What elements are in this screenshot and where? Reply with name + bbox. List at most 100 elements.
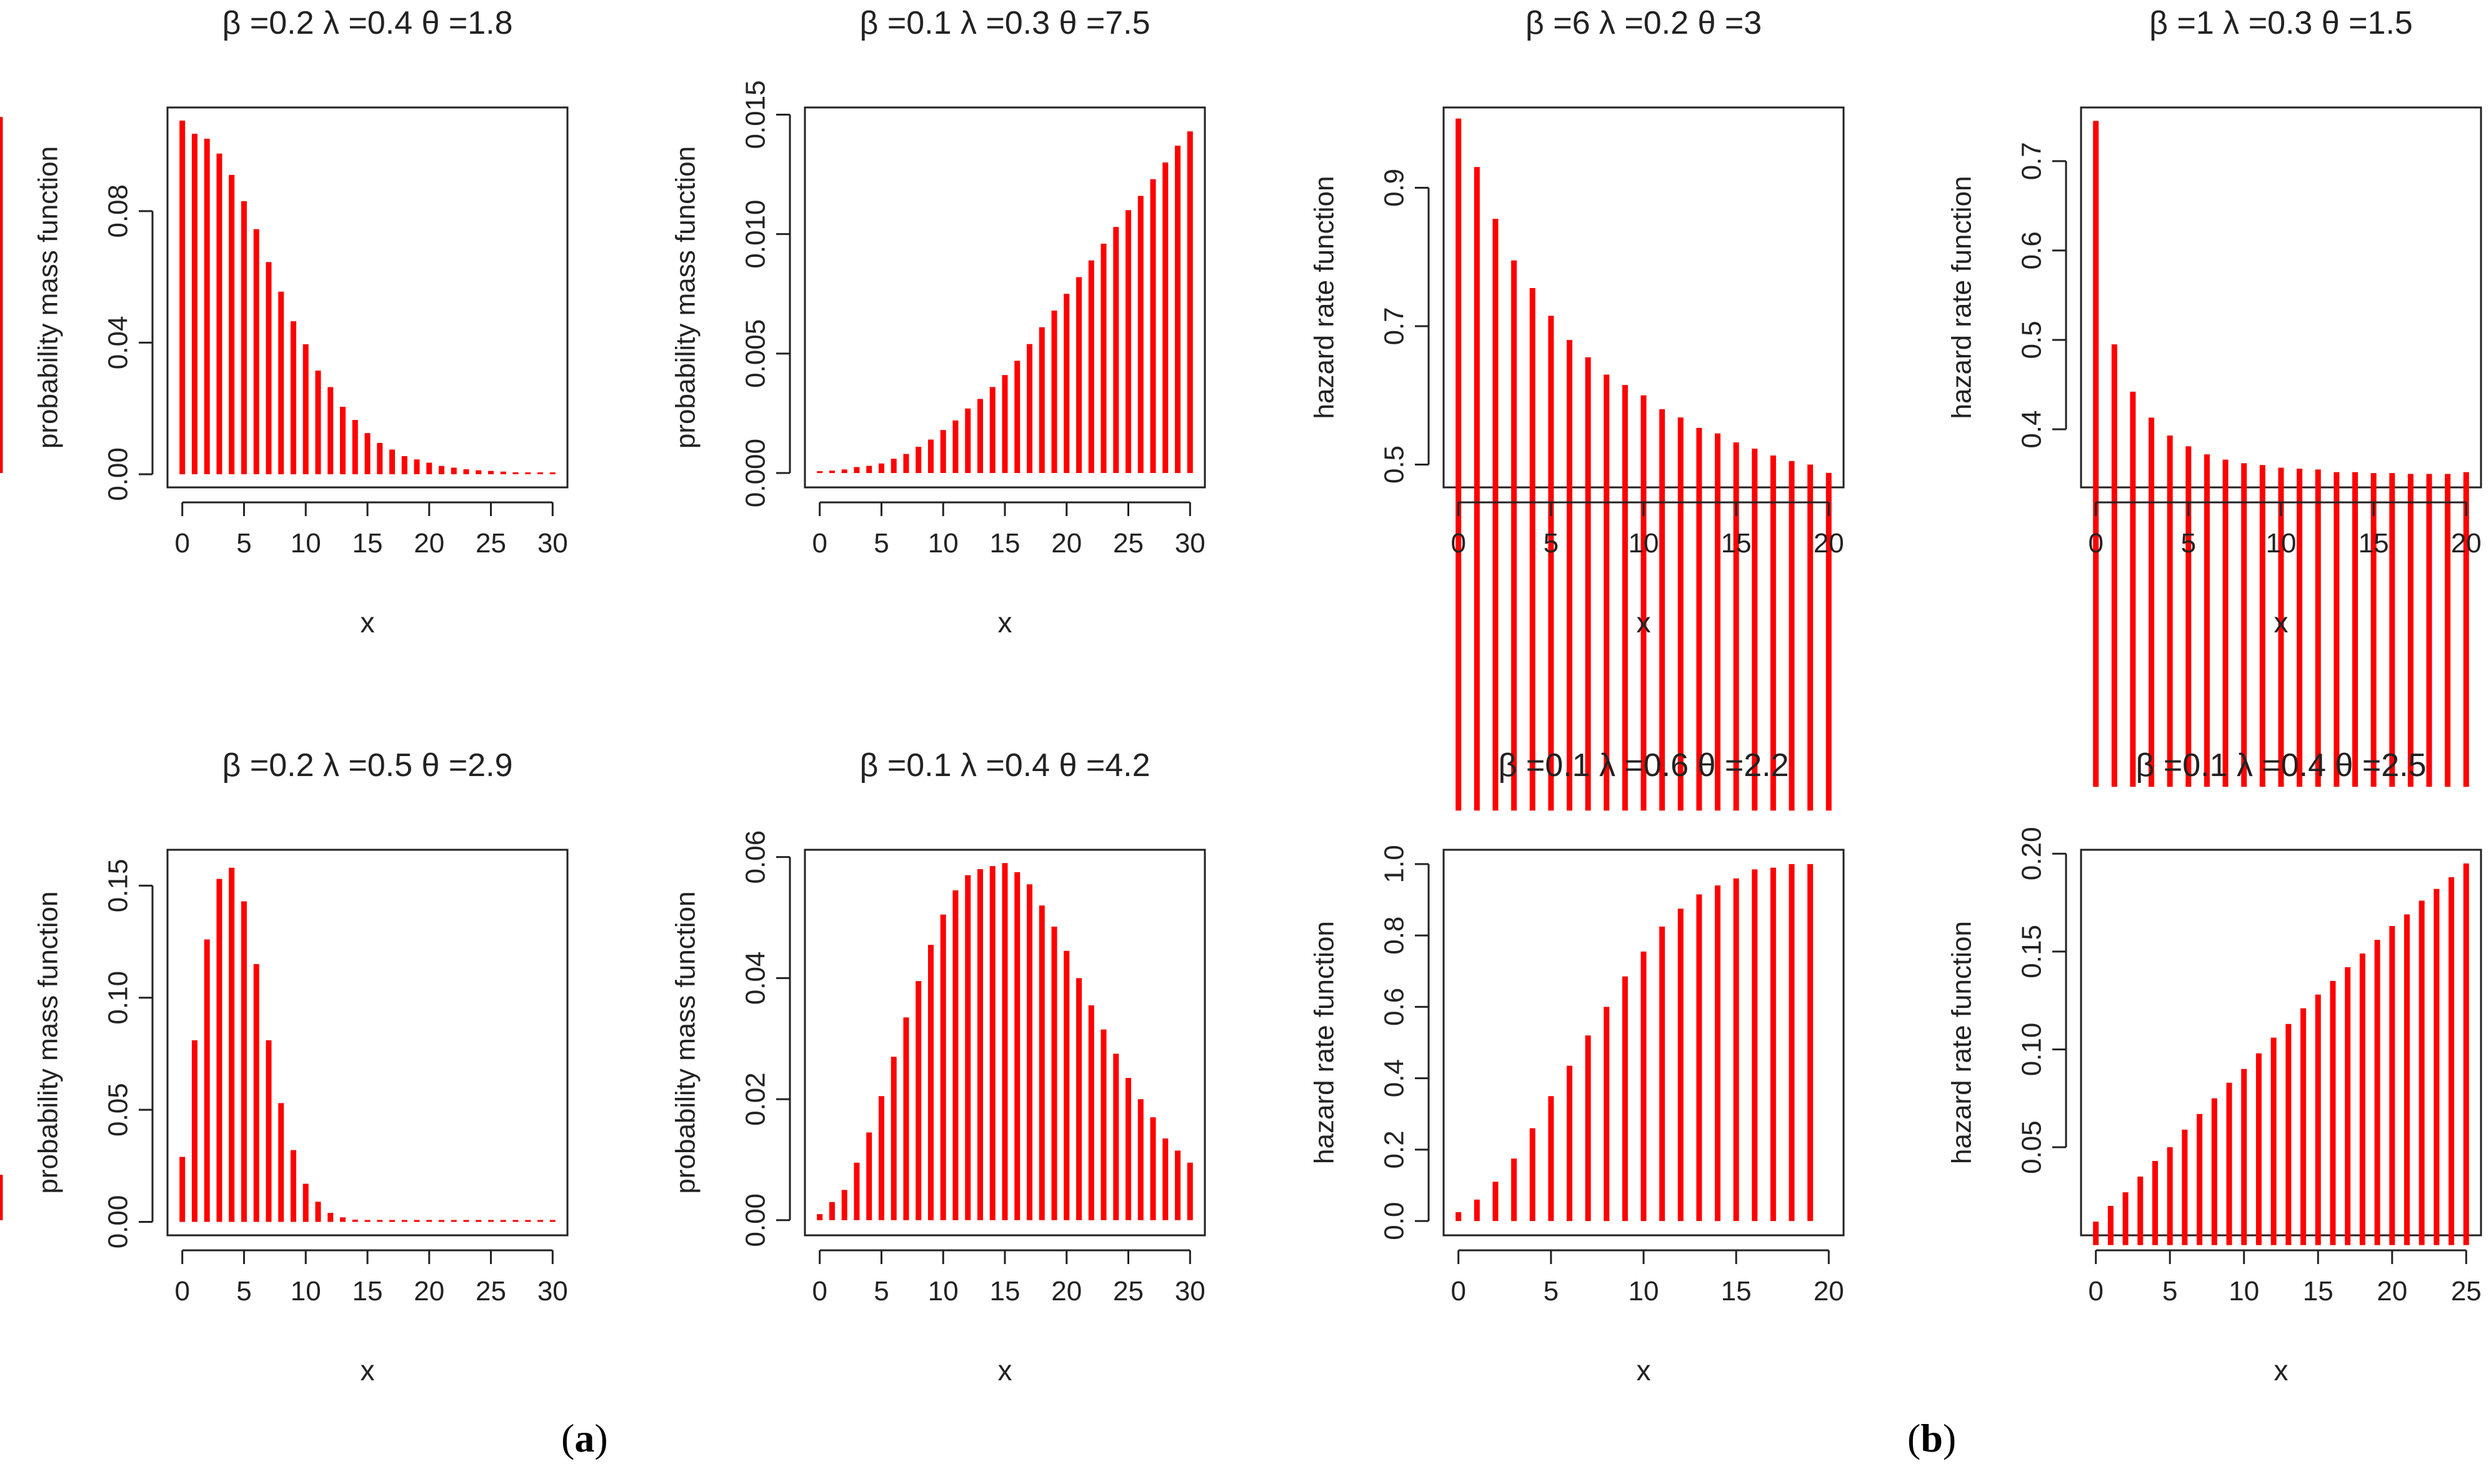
x-tick-label: 5 bbox=[236, 528, 251, 559]
y-tick-label: 0.10 bbox=[2017, 1023, 2047, 1077]
y-tick-label: 0.4 bbox=[1379, 1059, 1410, 1097]
chart-title: β =6 λ =0.2 θ =3 bbox=[1525, 5, 1762, 41]
x-tick-label: 0 bbox=[174, 1276, 189, 1307]
y-tick-label: 0.5 bbox=[1379, 446, 1410, 484]
x-tick-label: 20 bbox=[1051, 1276, 1082, 1307]
x-tick-label: 0 bbox=[1450, 528, 1465, 559]
chart-panel-7: β =0.1 λ =0.6 θ =2.2 0 5 10 15 20 x 0.0 0.2 0.4 0.… bbox=[1309, 747, 1845, 1387]
y-tick-label: 0.010 bbox=[741, 200, 771, 269]
x-tick-label: 10 bbox=[2229, 1276, 2259, 1307]
plot-frame bbox=[804, 106, 1206, 489]
x-tick-label: 15 bbox=[352, 528, 383, 559]
y-tick-label: 0.000 bbox=[741, 439, 771, 507]
chart-panel-2: β =0.1 λ =0.3 θ =7.5 0 5 10 15 20 25 30 x 0.000 0.… bbox=[0, 5, 1206, 639]
y-tick-label: 0.5 bbox=[2017, 321, 2047, 359]
chart-title: β =0.1 λ =0.6 θ =2.2 bbox=[1498, 747, 1789, 784]
x-axis-label: x bbox=[2274, 606, 2289, 639]
x-tick-label: 15 bbox=[1721, 528, 1752, 559]
chart-panel-8: β =0.1 λ =0.4 θ =2.5 0 5 10 15 20 25 x 0.05 0.10 0… bbox=[1947, 747, 2482, 1387]
x-tick-label: 10 bbox=[928, 1276, 959, 1307]
x-tick-label: 0 bbox=[812, 1276, 827, 1307]
x-tick-label: 10 bbox=[2266, 528, 2297, 559]
x-tick-label: 15 bbox=[2303, 1276, 2334, 1307]
x-tick-label: 10 bbox=[1629, 1276, 1659, 1307]
x-tick-label: 20 bbox=[2451, 528, 2482, 559]
x-tick-label: 10 bbox=[291, 1276, 321, 1307]
x-tick-label: 5 bbox=[2181, 528, 2196, 559]
x-tick-label: 15 bbox=[990, 528, 1021, 559]
y-axis-label: probability mass function bbox=[33, 146, 64, 449]
x-axis-label: x bbox=[998, 606, 1012, 639]
chart-title: β =0.2 λ =0.4 θ =1.8 bbox=[222, 5, 512, 41]
x-axis-label: x bbox=[1637, 606, 1651, 639]
y-tick-label: 0.04 bbox=[741, 952, 771, 1005]
y-axis-label: hazard rate function bbox=[1309, 921, 1340, 1164]
chart-title: β =0.2 λ =0.5 θ =2.9 bbox=[222, 747, 512, 784]
x-tick-label: 0 bbox=[174, 528, 189, 559]
chart-title: β =0.1 λ =0.4 θ =2.5 bbox=[2135, 747, 2426, 784]
x-axis-label: x bbox=[361, 606, 375, 639]
x-tick-label: 15 bbox=[1721, 1276, 1752, 1307]
y-tick-label: 0.6 bbox=[1379, 988, 1410, 1026]
x-tick-label: 10 bbox=[291, 528, 321, 559]
y-axis-label: probability mass function bbox=[671, 146, 701, 449]
x-tick-label: 20 bbox=[414, 528, 444, 559]
y-tick-label: 0.7 bbox=[1379, 307, 1410, 345]
y-tick-label: 0.20 bbox=[2017, 827, 2047, 880]
x-tick-label: 20 bbox=[1051, 528, 1082, 559]
y-axis-label: hazard rate function bbox=[1309, 176, 1340, 419]
plot-frame bbox=[166, 106, 569, 489]
x-tick-label: 20 bbox=[1814, 1276, 1844, 1307]
y-tick-label: 0.0 bbox=[1379, 1202, 1410, 1240]
x-tick-label: 20 bbox=[1814, 528, 1844, 559]
x-tick-label: 30 bbox=[537, 1276, 568, 1307]
x-tick-label: 25 bbox=[2451, 1276, 2482, 1307]
x-tick-label: 5 bbox=[236, 1276, 251, 1307]
y-tick-label: 0.15 bbox=[103, 859, 134, 913]
y-tick-label: 0.6 bbox=[2017, 231, 2047, 269]
x-axis-label: x bbox=[1637, 1354, 1651, 1387]
y-tick-label: 0.05 bbox=[103, 1083, 134, 1137]
y-tick-label: 0.05 bbox=[2017, 1120, 2047, 1174]
x-tick-label: 15 bbox=[352, 1276, 383, 1307]
x-tick-label: 5 bbox=[874, 528, 889, 559]
y-axis-label: hazard rate function bbox=[1947, 921, 1977, 1164]
x-tick-label: 0 bbox=[1450, 1276, 1465, 1307]
y-axis-label: probability mass function bbox=[671, 891, 701, 1193]
x-tick-label: 5 bbox=[2162, 1276, 2177, 1307]
chart-panel-1: β =0.2 λ =0.4 θ =1.8 0 5 10 15 20 25 30 x 0.00 0.0… bbox=[33, 5, 569, 639]
chart-title: β =1 λ =0.3 θ =1.5 bbox=[2149, 5, 2413, 41]
plot-frame bbox=[166, 849, 569, 1237]
x-tick-label: 10 bbox=[1629, 528, 1659, 559]
x-tick-label: 20 bbox=[414, 1276, 444, 1307]
y-tick-label: 0.2 bbox=[1379, 1130, 1410, 1168]
plot-frame bbox=[1442, 849, 1845, 1237]
chart-panel-3: β =6 λ =0.2 θ =3 0 5 10 15 20 x 0.5 0.7 0.9 hazard… bbox=[1309, 5, 1845, 811]
chart-title: β =0.1 λ =0.3 θ =7.5 bbox=[859, 5, 1150, 41]
y-tick-label: 0.08 bbox=[103, 184, 134, 238]
chart-panel-4: β =1 λ =0.3 θ =1.5 0 5 10 15 20 x 0.4 0.5 0.6 0.7 h… bbox=[1947, 5, 2482, 787]
x-tick-label: 0 bbox=[812, 528, 827, 559]
x-axis-label: x bbox=[998, 1354, 1012, 1387]
panel-label-a: (a) bbox=[561, 1416, 608, 1460]
chart-panel-5: β =0.2 λ =0.5 θ =2.9 0 5 10 15 20 25 30 x 0.00 0.0… bbox=[33, 747, 569, 1387]
x-tick-label: 20 bbox=[2377, 1276, 2407, 1307]
x-tick-label: 25 bbox=[1113, 1276, 1144, 1307]
x-tick-label: 5 bbox=[1544, 528, 1559, 559]
x-tick-label: 30 bbox=[537, 528, 568, 559]
x-tick-label: 0 bbox=[2088, 528, 2103, 559]
x-tick-label: 30 bbox=[1175, 528, 1206, 559]
plot-frame bbox=[2080, 849, 2482, 1237]
y-tick-label: 0.00 bbox=[741, 1193, 771, 1247]
y-tick-label: 1.0 bbox=[1379, 845, 1410, 883]
y-tick-label: 0.00 bbox=[103, 1195, 134, 1249]
y-tick-label: 0.06 bbox=[741, 830, 771, 884]
x-tick-label: 15 bbox=[990, 1276, 1021, 1307]
x-tick-label: 5 bbox=[1544, 1276, 1559, 1307]
y-tick-label: 0.02 bbox=[741, 1072, 771, 1126]
x-axis-label: x bbox=[361, 1354, 375, 1387]
chart-title: β =0.1 λ =0.4 θ =4.2 bbox=[859, 747, 1150, 784]
x-tick-label: 25 bbox=[476, 528, 506, 559]
y-tick-label: 0.8 bbox=[1379, 917, 1410, 955]
